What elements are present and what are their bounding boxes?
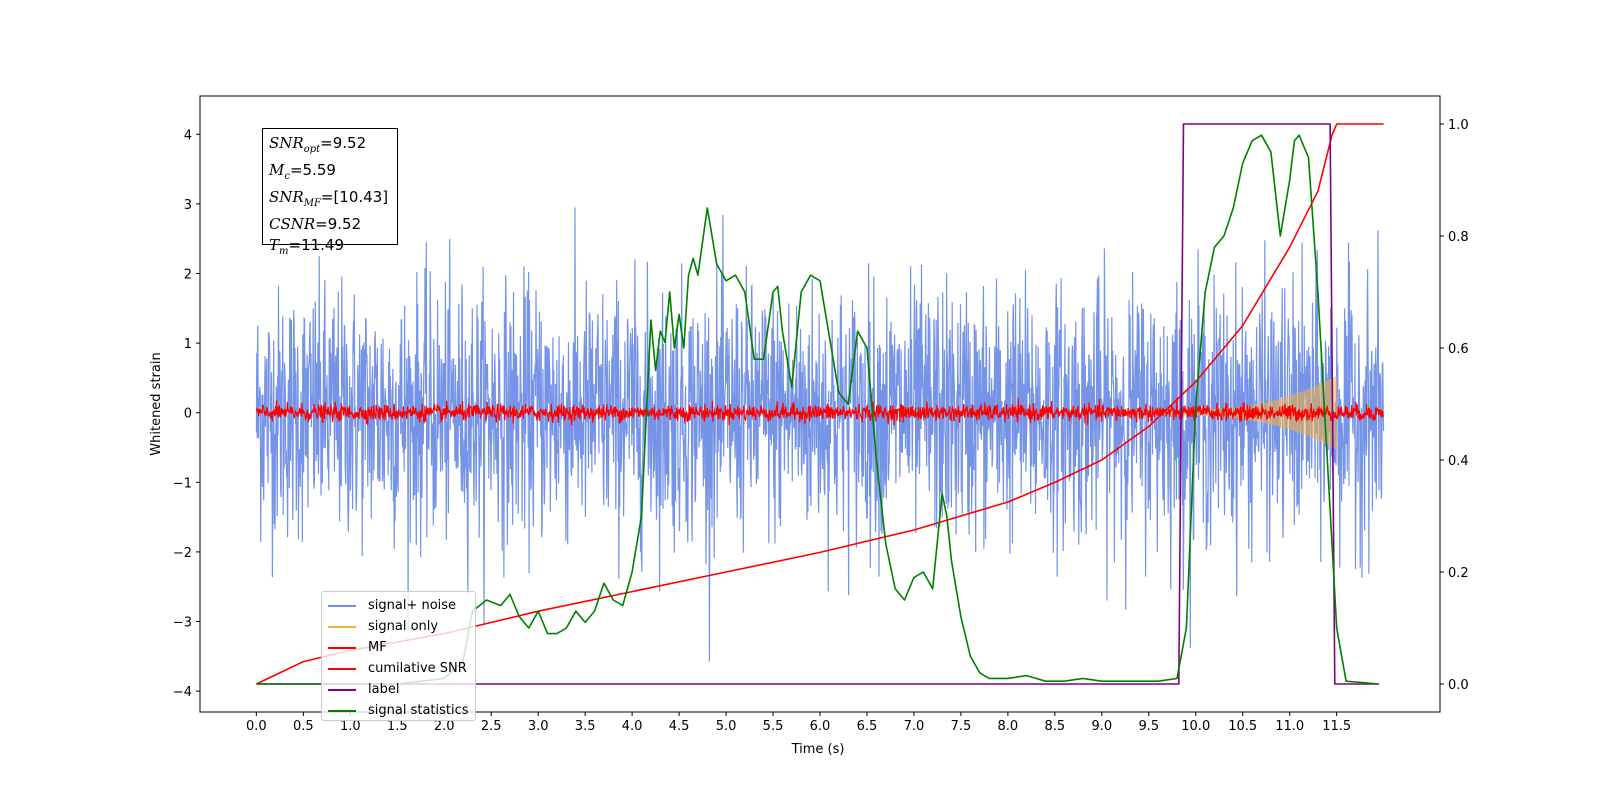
x-axis-label: Time (s) [791, 742, 845, 757]
x-tick-label: 10.0 [1181, 719, 1210, 734]
x-tick-label: 3.0 [528, 719, 549, 734]
legend-swatch-signal-statistics [328, 709, 356, 712]
legend-item-signal-noise: signal+ noise [328, 595, 475, 616]
y2-tick-label: 0.0 [1448, 678, 1469, 693]
legend-swatch-signal-only [328, 625, 356, 628]
legend-item-mf: MF [328, 637, 475, 658]
x-axis: 0.0 0.5 1.0 1.5 2.0 2.5 3.0 3.5 4.0 4.5 5.0 5.5 6.0 6… [246, 712, 1351, 734]
legend-label: signal only [368, 619, 439, 634]
y-tick-label: −1 [173, 476, 192, 491]
x-tick-label: 5.5 [763, 719, 784, 734]
x-tick-label: 2.0 [434, 719, 455, 734]
x-tick-label: 8.0 [998, 719, 1019, 734]
info-snr-mf: SNRMF=[10.43] [269, 188, 389, 209]
legend-label: cumilative SNR [368, 661, 467, 676]
x-tick-label: 8.5 [1045, 719, 1066, 734]
x-tick-label: 2.5 [481, 719, 502, 734]
series-signal-only-line [1148, 375, 1338, 450]
y-tick-label: 4 [184, 128, 192, 143]
info-box: SNRopt=9.52 Mc=5.59 SNRMF=[10.43] CSNR=9… [262, 128, 398, 257]
legend-item-signal-only: signal only [328, 616, 475, 637]
legend: signal+ noise signal only MF cumilative … [321, 591, 476, 721]
y-tick-label: −2 [173, 546, 192, 561]
x-tick-label: 7.5 [951, 719, 972, 734]
x-tick-label: 4.5 [669, 719, 690, 734]
x-tick-label: 5.0 [716, 719, 737, 734]
x-tick-label: 10.5 [1228, 719, 1257, 734]
y-axis-label: Whitened strain [149, 352, 164, 455]
y-axis-right: 1.0 0.8 0.6 0.4 0.2 0.0 [1440, 118, 1469, 693]
x-tick-label: 0.0 [246, 719, 267, 734]
x-tick-label: 7.0 [904, 719, 925, 734]
y-tick-label: 1 [184, 337, 192, 352]
legend-swatch-mf [328, 646, 356, 649]
x-tick-label: 4.0 [622, 719, 643, 734]
x-tick-label: 3.5 [575, 719, 596, 734]
y-tick-label: 3 [184, 198, 192, 213]
x-tick-label: 11.0 [1275, 719, 1304, 734]
info-chirp-mass: Mc=5.59 [269, 161, 336, 182]
series-signal-statistics-line [256, 134, 1379, 685]
x-tick-label: 0.5 [293, 719, 314, 734]
y2-tick-label: 0.4 [1448, 454, 1469, 469]
y2-tick-label: 0.6 [1448, 342, 1469, 357]
y-axis-left: 4 3 2 1 0 −1 −2 −3 −4 [173, 128, 200, 700]
legend-label: MF [368, 640, 387, 655]
y-tick-label: 2 [184, 267, 192, 282]
legend-item-cumulative-snr: cumilative SNR [328, 658, 475, 679]
series-label-line [256, 123, 1379, 685]
series-signal-noise-line [255, 207, 1385, 662]
x-tick-label: 1.0 [340, 719, 361, 734]
legend-swatch-cumulative-snr [328, 667, 356, 670]
y2-tick-label: 0.2 [1448, 566, 1469, 581]
legend-label: signal+ noise [368, 598, 457, 613]
legend-item-signal-statistics: signal statistics [328, 700, 475, 721]
y2-tick-label: 0.8 [1448, 230, 1469, 245]
y-tick-label: −4 [173, 685, 192, 700]
y2-tick-label: 1.0 [1448, 118, 1469, 133]
x-tick-label: 11.5 [1322, 719, 1351, 734]
x-tick-label: 9.5 [1138, 719, 1159, 734]
x-tick-label: 9.0 [1091, 719, 1112, 734]
info-csnr: CSNR=9.52 [269, 215, 362, 233]
legend-swatch-label [328, 688, 356, 691]
legend-item-label: label [328, 679, 475, 700]
legend-swatch-signal-noise [328, 604, 356, 607]
x-tick-label: 6.0 [810, 719, 831, 734]
legend-label: label [368, 682, 400, 697]
x-tick-label: 6.5 [857, 719, 878, 734]
info-snr-opt: SNRopt=9.52 [269, 134, 367, 155]
y-tick-label: 0 [184, 407, 192, 422]
x-tick-label: 1.5 [387, 719, 408, 734]
y-tick-label: −3 [173, 616, 192, 631]
info-merger-time: Tm=11.49 [269, 236, 345, 257]
legend-label: signal statistics [368, 703, 469, 718]
